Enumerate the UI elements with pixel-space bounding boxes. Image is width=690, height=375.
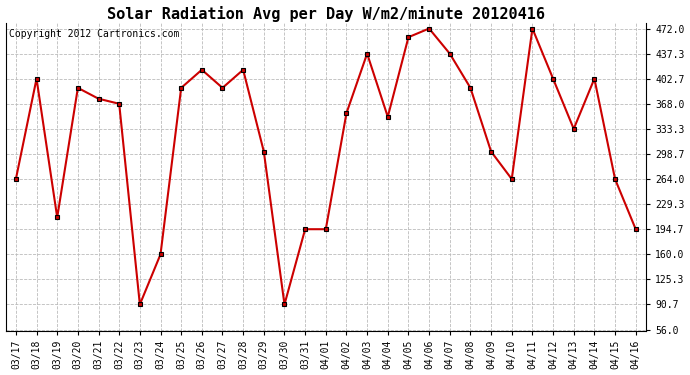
- Text: Copyright 2012 Cartronics.com: Copyright 2012 Cartronics.com: [9, 29, 179, 39]
- Title: Solar Radiation Avg per Day W/m2/minute 20120416: Solar Radiation Avg per Day W/m2/minute …: [107, 6, 545, 21]
